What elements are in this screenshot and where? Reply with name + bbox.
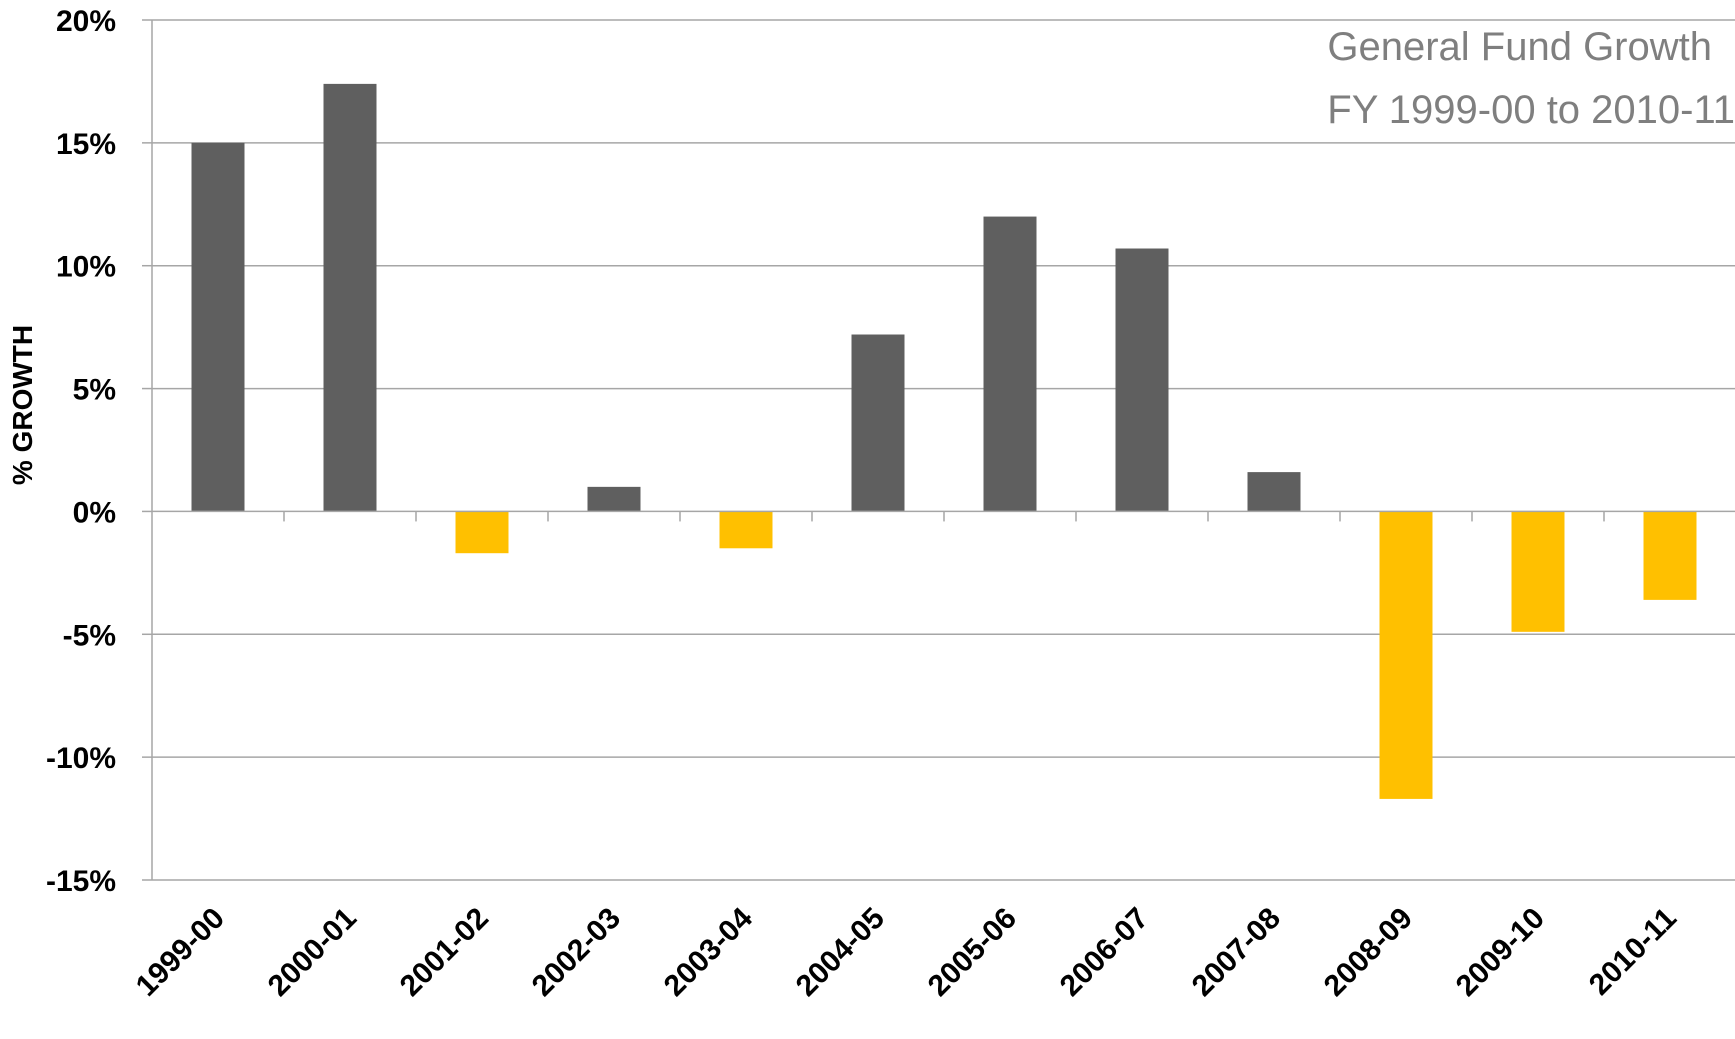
y-tick-label: 0% [73, 496, 116, 529]
x-tick-label: 2006-07 [1054, 902, 1155, 1003]
bar [1379, 511, 1433, 799]
x-tick-label: 2010-11 [1583, 902, 1683, 1002]
bar [719, 511, 773, 549]
x-tick-label: 2007-08 [1186, 902, 1287, 1003]
y-tick-label: -10% [46, 742, 116, 775]
bar [587, 486, 641, 512]
bar [1115, 248, 1169, 512]
chart-title: General Fund Growth [1327, 25, 1712, 69]
y-tick-label: 20% [56, 5, 116, 38]
bar [323, 83, 377, 512]
x-tick-label: 2005-06 [922, 902, 1023, 1003]
x-tick-label: 2002-03 [526, 902, 627, 1003]
y-axis-title: % GROWTH [7, 325, 38, 485]
y-tick-label: -5% [63, 619, 116, 652]
bar [1511, 511, 1565, 632]
bar [191, 142, 245, 512]
gridlines [152, 19, 1735, 881]
x-tick-label: 2003-04 [658, 901, 759, 1002]
bar [1643, 511, 1697, 600]
x-tick-label: 1999-00 [130, 902, 231, 1003]
y-axis-tick-labels: 20% 15% 10% 5% 0% -5% -10% -15% [46, 5, 116, 898]
x-tick-label: 2009-10 [1450, 902, 1551, 1003]
y-tick-label: 15% [56, 128, 116, 161]
x-axis-tick-labels: 1999-00 2000-01 2001-02 2002-03 2003-04 2004-… [130, 901, 1683, 1002]
y-tick-label: -15% [46, 865, 116, 898]
bars [191, 83, 1697, 799]
x-tick-label: 2008-09 [1318, 902, 1419, 1003]
bar [851, 334, 905, 512]
x-tick-label: 2004-05 [790, 902, 891, 1003]
bar [1247, 472, 1301, 512]
y-tick-label: 5% [73, 374, 116, 407]
chart-subtitle: FY 1999-00 to 2010-11 [1327, 88, 1735, 132]
x-tick-label: 2000-01 [262, 902, 363, 1003]
x-tick-label: 2001-02 [394, 902, 495, 1003]
bar [455, 511, 509, 554]
axes [142, 19, 1735, 881]
bar [983, 216, 1037, 512]
y-tick-label: 10% [56, 251, 116, 284]
